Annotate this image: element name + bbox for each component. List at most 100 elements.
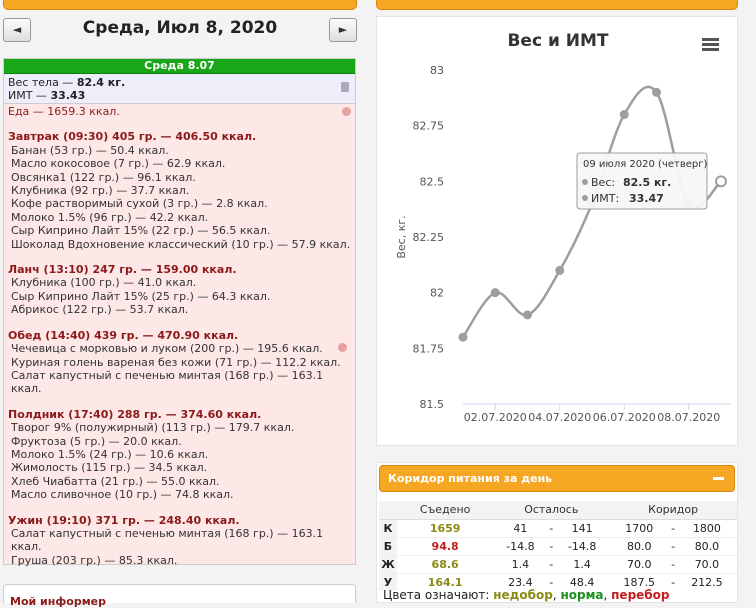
- tooltip-weight-value: 82.5 кг.: [623, 176, 671, 189]
- eaten-value: 68.6: [397, 554, 494, 573]
- left-top-collapsed-header[interactable]: [3, 0, 357, 10]
- meal-block: Ланч (13:10) 247 гр. — 159.00 ккал. Клубн…: [8, 263, 351, 317]
- meal-title[interactable]: Полдник (17:40) 288 гр. — 374.60 ккал.: [8, 407, 262, 421]
- data-point[interactable]: [490, 288, 500, 298]
- header-eaten: Съедено: [397, 501, 494, 520]
- meal-item[interactable]: Молоко 1.5% (24 гр.) — 10.6 ккал.: [11, 447, 209, 461]
- weight-box: Вес тела — 82.4 кг. ИМТ — 33.43: [4, 74, 355, 104]
- informer-panel[interactable]: Мой информер: [3, 584, 356, 608]
- dash: -: [669, 572, 677, 591]
- tooltip-bullet: [582, 179, 588, 185]
- legend-prefix: Цвета означают:: [383, 588, 494, 602]
- chart-title: Вес и ИМТ: [507, 31, 608, 51]
- meal-item[interactable]: Овсянка1 (122 гр.) — 96.1 ккал.: [11, 170, 196, 184]
- prev-day-button[interactable]: ◄: [3, 18, 31, 42]
- color-legend: Цвета означают: недобор, норма, перебор: [383, 588, 670, 602]
- corridor-min: 187.5: [609, 572, 670, 591]
- x-tick-label: 06.07.2020: [593, 411, 656, 424]
- meal-item[interactable]: Жимолость (115 гр.) — 34.5 ккал.: [11, 461, 208, 475]
- apple-icon[interactable]: [342, 107, 351, 116]
- corridor-row: К 1659 41-141 1700-1800: [379, 518, 737, 537]
- corridor-row-label: К: [379, 518, 397, 537]
- data-point[interactable]: [523, 310, 532, 320]
- corridor-row-label: Ж: [379, 554, 397, 573]
- meal-item[interactable]: Салат капустный с печенью минтая (168 гр…: [11, 526, 324, 554]
- meal-title[interactable]: Ужин (19:10) 371 гр. — 248.40 ккал.: [8, 513, 240, 527]
- data-point[interactable]: [619, 110, 629, 120]
- meal-item[interactable]: Куриная голень вареная без кожи (71 гр.)…: [11, 355, 341, 369]
- meal-item[interactable]: Сыр Киприно Лайт 15% (22 гр.) — 56.5 кка…: [11, 224, 271, 238]
- food-total: Еда — 1659.3 ккал.: [8, 105, 120, 118]
- menu-icon[interactable]: [702, 38, 719, 51]
- data-point[interactable]: [652, 87, 661, 97]
- meal-item[interactable]: Салат капустный с печенью минтая (168 гр…: [11, 368, 324, 396]
- tooltip-bmi-label: ИМТ:: [591, 192, 619, 205]
- day-summary-panel: Среда 8.07 Вес тела — 82.4 кг. ИМТ — 33.…: [3, 58, 356, 567]
- bmi-label: ИМТ —: [8, 89, 51, 102]
- dash: -: [547, 554, 556, 573]
- corridor-min: 80.0: [609, 536, 670, 555]
- meal-block: Обед (14:40) 439 гр. — 470.90 ккал. Чечев…: [8, 329, 351, 396]
- meal-title[interactable]: Обед (14:40) 439 гр. — 470.90 ккал.: [8, 328, 239, 342]
- dash: -: [669, 554, 677, 573]
- data-point[interactable]: [555, 265, 565, 275]
- meal-item[interactable]: Масло сливочное (10 гр.) — 74.8 ккал.: [11, 488, 234, 502]
- tooltip-bmi-value: 33.47: [629, 192, 664, 205]
- meal-item[interactable]: Сыр Киприно Лайт 15% (25 гр.) — 64.3 кка…: [11, 289, 271, 303]
- meal-item[interactable]: Груша (203 гр.) — 85.3 ккал.: [11, 553, 178, 567]
- meal-item[interactable]: Банан (53 гр.) — 50.4 ккал.: [11, 143, 169, 157]
- weight-value: 82.4 кг.: [76, 76, 126, 89]
- eaten-value: 164.1: [397, 572, 494, 591]
- y-tick-label: 81.75: [413, 342, 445, 355]
- meal-item[interactable]: Шоколад Вдохновение классический (10 гр.…: [11, 237, 351, 251]
- meal-item[interactable]: Клубника (100 гр.) — 41.0 ккал.: [11, 276, 197, 290]
- weight-series-line: [461, 85, 722, 338]
- header-left: Осталось: [493, 501, 610, 520]
- weight-chart-card: Вес и ИМТ 83 82.75 82.5 82.25 82 81.75 81.5 Вес,…: [376, 16, 738, 446]
- meal-item[interactable]: Кофе растворимый сухой (3 гр.) — 2.8 кка…: [11, 197, 268, 211]
- tooltip-date: 09 июля 2020 (четверг): [583, 159, 707, 170]
- corridor-header[interactable]: Коридор питания за день: [379, 465, 735, 492]
- corridor-max: 212.5: [676, 572, 737, 591]
- left-max: 48.4: [555, 572, 610, 591]
- legend-norm: норма: [560, 588, 604, 602]
- meal-item[interactable]: Клубника (92 гр.) — 37.7 ккал.: [11, 184, 190, 198]
- meal-item[interactable]: Молоко 1.5% (96 гр.) — 42.2 ккал.: [11, 210, 209, 224]
- meal-item[interactable]: Абрикос (122 гр.) — 53.7 ккал.: [11, 303, 189, 317]
- dash: -: [547, 536, 556, 555]
- corridor-max: 1800: [676, 518, 737, 537]
- y-tick-label: 82.75: [413, 120, 445, 133]
- chart-tooltip: [576, 152, 708, 210]
- meal-item[interactable]: Масло кокосовое (7 гр.) — 62.9 ккал.: [11, 157, 226, 171]
- x-tick-label: 02.07.2020: [464, 411, 527, 424]
- left-max: 1.4: [555, 554, 610, 573]
- meal-item[interactable]: Хлеб Чиабатта (21 гр.) — 55.0 ккал.: [11, 474, 220, 488]
- left-min: 1.4: [493, 554, 548, 573]
- informer-title: Мой информер: [10, 595, 107, 608]
- meal-item[interactable]: Творог 9% (полужирный) (113 гр.) — 179.7…: [11, 421, 295, 435]
- meal-title[interactable]: Ланч (13:10) 247 гр. — 159.00 ккал.: [8, 263, 237, 277]
- left-min: 41: [493, 518, 548, 537]
- y-tick-label: 82: [430, 287, 444, 300]
- nutrition-corridor-card: Коридор питания за день Съедено Осталось…: [376, 462, 738, 603]
- data-point[interactable]: [715, 175, 727, 188]
- meal-item[interactable]: Чечевица с морковью и луком (200 гр.) — …: [11, 342, 323, 356]
- right-column: Вес и ИМТ 83 82.75 82.5 82.25 82 81.75 81.5 Вес,…: [372, 0, 756, 603]
- corridor-row-label: Б: [379, 536, 397, 555]
- next-day-button[interactable]: ►: [329, 18, 357, 42]
- y-tick-label: 82.5: [420, 175, 445, 188]
- collapse-icon[interactable]: [713, 477, 724, 480]
- apple-icon[interactable]: [338, 342, 347, 352]
- meal-title[interactable]: Завтрак (09:30) 405 гр. — 406.50 ккал.: [8, 130, 257, 144]
- left-max: -14.8: [555, 536, 610, 555]
- corridor-row-label: У: [379, 572, 397, 591]
- meal-item[interactable]: Фруктоза (5 гр.) — 20.0 ккал.: [11, 434, 182, 448]
- right-top-collapsed-header[interactable]: [376, 0, 738, 10]
- corridor-table: Съедено Осталось Коридор К 1659 41-141 1700…: [379, 501, 737, 591]
- data-point[interactable]: [458, 332, 468, 342]
- day-header[interactable]: Среда 8.07: [4, 59, 355, 74]
- left-max: 141: [555, 518, 610, 537]
- trash-icon[interactable]: [341, 82, 349, 92]
- legend-under: недобор: [493, 588, 553, 602]
- left-min: 23.4: [493, 572, 548, 591]
